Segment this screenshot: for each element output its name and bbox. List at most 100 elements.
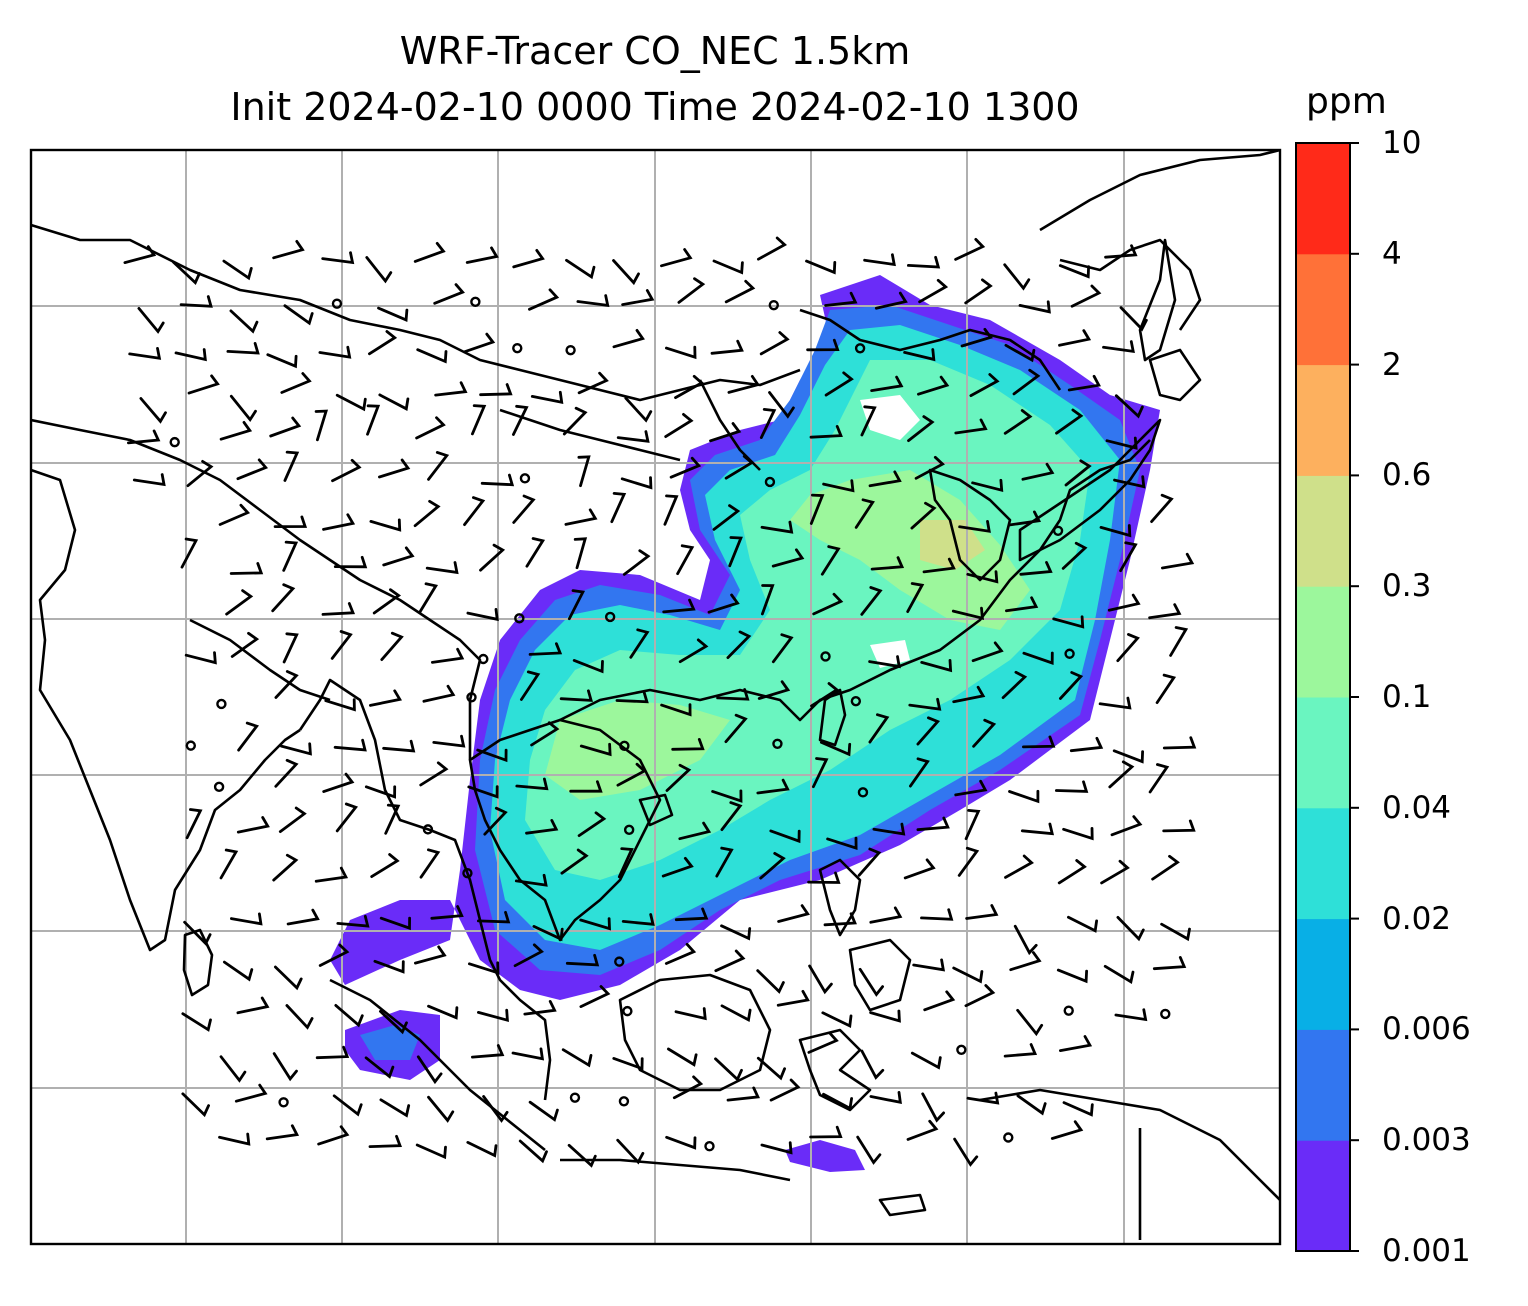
wind-barb	[317, 1125, 350, 1146]
wind-barb	[266, 353, 298, 369]
wind-barb	[712, 259, 744, 275]
wind-barb	[908, 697, 942, 711]
wind-barb	[1155, 673, 1177, 704]
wind-barb	[433, 283, 465, 305]
calm-wind-marker	[470, 296, 481, 308]
wind-barb	[759, 852, 786, 880]
wind-barb	[1019, 561, 1053, 576]
wind-barb	[660, 248, 693, 268]
calm-wind-marker	[478, 653, 489, 665]
wind-barb	[621, 913, 655, 926]
wind-barb	[384, 803, 401, 835]
wind-barb	[1148, 763, 1170, 794]
wind-barb	[1064, 459, 1092, 487]
wind-barb	[757, 236, 787, 261]
wind-barb	[479, 383, 513, 397]
calm-wind-marker	[169, 436, 180, 448]
wind-barb	[1003, 263, 1031, 291]
calm-wind-marker	[850, 695, 862, 707]
wind-barb	[518, 1139, 548, 1164]
wind-barb	[1110, 815, 1143, 837]
wind-barb	[174, 348, 207, 362]
wind-barb	[274, 965, 303, 991]
plume-layer-0.1	[790, 470, 1030, 630]
wind-barb	[560, 848, 589, 875]
wind-barb	[872, 822, 906, 836]
wind-barb	[807, 1031, 839, 1054]
wind-barb	[714, 1057, 743, 1082]
wind-barb	[671, 738, 705, 751]
wind-barb	[321, 602, 356, 616]
wind-barb	[322, 772, 355, 793]
wind-barb	[869, 1009, 901, 1023]
calm-wind-marker	[956, 1044, 967, 1056]
calm-wind-marker	[565, 344, 576, 356]
wind-barb	[466, 608, 499, 622]
wind-barb	[579, 985, 611, 1008]
wind-barb	[868, 470, 902, 488]
wind-barb	[1116, 633, 1140, 663]
calm-wind-marker	[764, 476, 776, 488]
wind-barb	[1099, 524, 1132, 538]
wind-barb	[434, 381, 468, 397]
wind-barb	[760, 520, 794, 534]
coastline-china	[559, 439, 1151, 722]
wind-barb	[1059, 671, 1084, 700]
wind-barb	[922, 557, 956, 574]
wind-barb	[513, 943, 544, 968]
wind-barb	[1119, 306, 1148, 332]
wind-barb	[234, 1083, 268, 1103]
coastline-korea	[928, 468, 1012, 582]
wind-barb	[187, 374, 220, 395]
wind-barb	[663, 494, 679, 526]
wind-barb	[413, 499, 441, 528]
calm-wind-marker	[1063, 1005, 1074, 1016]
wind-barb	[335, 393, 367, 412]
wind-barb	[321, 251, 355, 265]
wind-barb	[1100, 859, 1130, 885]
wind-barb	[960, 327, 993, 348]
wind-barb	[923, 990, 956, 1012]
wind-barb	[427, 451, 450, 481]
wind-barb	[964, 984, 996, 1008]
calm-wind-marker	[1064, 648, 1075, 659]
colorbar-tick-label: 10	[1382, 125, 1422, 161]
border-misc-2	[499, 408, 681, 462]
wind-barb	[1108, 760, 1135, 789]
wind-barb	[414, 945, 447, 965]
wind-barb	[334, 1004, 364, 1028]
wind-barb	[612, 1057, 644, 1071]
wind-barb	[236, 816, 270, 834]
border-misc-1	[189, 618, 331, 702]
wind-barb	[622, 549, 651, 576]
plume-java-patch	[785, 1140, 865, 1172]
calm-wind-marker	[331, 298, 343, 309]
wind-barb	[237, 721, 260, 752]
wind-barb	[810, 682, 840, 708]
wind-barb	[720, 1004, 752, 1023]
wind-barb	[756, 778, 790, 795]
wind-barb	[661, 856, 694, 878]
wind-barb	[512, 249, 545, 269]
wind-barb	[373, 959, 405, 974]
wind-barb	[662, 598, 696, 614]
wind-barb	[379, 1010, 408, 1035]
wind-barb	[463, 496, 486, 526]
wind-barb	[870, 375, 904, 392]
wind-barb	[564, 508, 598, 526]
wind-barb	[907, 255, 941, 269]
wind-barb	[528, 642, 563, 656]
wind-barb	[1102, 340, 1135, 354]
calm-wind-marker	[514, 613, 525, 624]
wind-barb	[624, 396, 653, 423]
wind-barb	[910, 1051, 942, 1070]
coastlines	[31, 150, 1280, 1240]
wind-barb	[467, 785, 499, 799]
wind-barb	[821, 1011, 853, 1029]
wind-barb	[809, 493, 825, 525]
wind-barb	[906, 1119, 939, 1141]
calm-wind-marker	[462, 867, 473, 879]
wind-barb	[1162, 736, 1197, 750]
wind-barb	[372, 588, 402, 615]
wind-barb	[669, 456, 702, 479]
